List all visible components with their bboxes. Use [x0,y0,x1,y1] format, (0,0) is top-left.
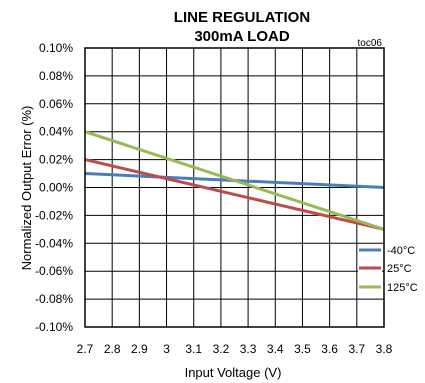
y-tick-label: 0.02% [39,153,73,167]
x-tick-label: 3.8 [376,342,393,356]
x-tick-label: 2.8 [104,342,121,356]
y-tick-label: -0.10% [35,320,73,334]
chart-title: LINE REGULATION [174,9,310,26]
legend-label: 125°C [387,282,418,294]
x-tick-label: 3 [163,342,170,356]
y-tick-label: 0.06% [39,97,73,111]
y-tick-label: 0.04% [39,125,73,139]
y-tick-label: -0.02% [35,208,73,222]
x-tick-label: 3.2 [213,342,230,356]
x-tick-label: 2.9 [131,342,148,356]
x-tick-label: 3.5 [294,342,311,356]
plot-frame [84,47,385,328]
x-tick-label: 3.4 [267,342,284,356]
y-tick-label: 0.10% [39,41,73,55]
y-tick-label: 0.00% [39,181,73,195]
legend: -40°C 25°C 125°C [358,245,418,294]
y-tick-label: -0.08% [35,292,73,306]
chart-subtitle: 300mA LOAD [194,28,289,45]
x-tick-label: 3.3 [240,342,257,356]
y-tick-label: 0.08% [39,69,73,83]
x-tick-label: 2.7 [77,342,94,356]
legend-label: -40°C [387,245,415,257]
y-tick-labels: 0.10% 0.08% 0.06% 0.04% 0.02% 0.00% -0.02% -0.0… [35,41,73,334]
x-tick-label: 3.6 [321,342,338,356]
x-axis-label: Input Voltage (V) [185,365,282,380]
x-tick-label: 3.7 [348,342,365,356]
figure-tag: toc06 [358,38,383,49]
grid [84,47,385,328]
legend-label: 25°C [387,263,412,275]
y-tick-label: -0.06% [35,264,73,278]
x-tick-labels: 2.7 2.8 2.9 3 3.1 3.2 3.3 3.4 3.5 3.6 3.7 3.8 [77,342,393,356]
series-line [84,130,385,231]
x-tick-label: 3.1 [185,342,202,356]
y-tick-label: -0.04% [35,236,73,250]
series-line [84,158,385,231]
y-axis-label: Normalized Output Error (%) [19,106,34,271]
series-group [84,130,385,231]
